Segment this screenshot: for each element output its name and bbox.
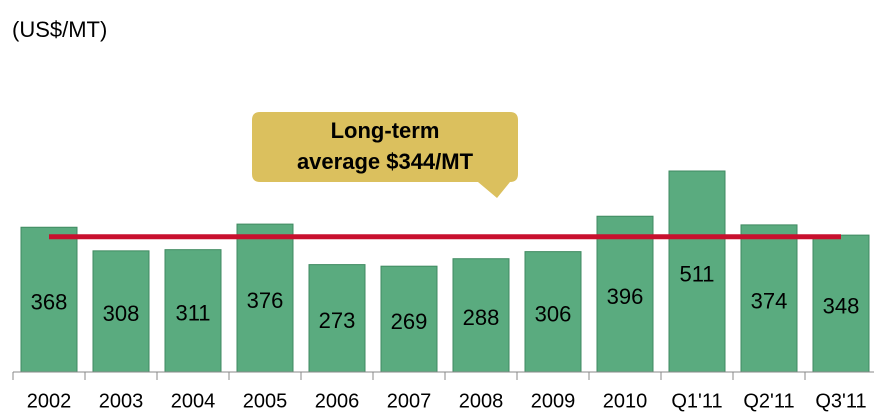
- value-label: 273: [319, 308, 356, 333]
- x-tick-label: 2008: [459, 390, 504, 412]
- value-label: 348: [823, 293, 860, 318]
- bar: [92, 250, 150, 373]
- value-label: 311: [175, 301, 210, 326]
- bar: [380, 265, 438, 373]
- callout-text: average $344/MT: [297, 149, 474, 174]
- value-label: 376: [247, 288, 284, 313]
- bar: [740, 224, 798, 373]
- bar: [812, 234, 870, 373]
- x-tick-label: 2010: [603, 390, 648, 412]
- value-label: 269: [391, 309, 428, 334]
- x-tick-label: 2002: [27, 390, 72, 412]
- x-tick-label: Q2'11: [743, 390, 794, 412]
- value-label: 396: [607, 284, 644, 309]
- bar: [236, 223, 294, 373]
- x-tick-label: 2007: [387, 390, 432, 412]
- x-tick-label: 2009: [531, 390, 576, 412]
- x-tick-label: 2003: [99, 390, 144, 412]
- value-label: 306: [535, 302, 572, 327]
- bar: [308, 264, 366, 373]
- bar: [524, 251, 582, 373]
- value-label: 288: [463, 305, 500, 330]
- bar: [20, 226, 78, 373]
- value-label: 374: [751, 288, 788, 313]
- unit-label: (US$/MT): [12, 17, 107, 42]
- value-label: 308: [103, 301, 140, 326]
- x-tick-label: 2006: [315, 390, 360, 412]
- x-tick-label: 2005: [243, 390, 288, 412]
- callout-text: Long-term: [331, 118, 440, 143]
- value-label: 511: [679, 261, 714, 286]
- bar: [668, 170, 726, 373]
- x-tick-label: Q1'11: [671, 390, 722, 412]
- x-tick-label: Q3'11: [815, 390, 866, 412]
- value-label: 368: [31, 289, 68, 314]
- callout: [252, 112, 518, 198]
- x-tick-label: 2004: [171, 390, 216, 412]
- bar: [164, 249, 222, 373]
